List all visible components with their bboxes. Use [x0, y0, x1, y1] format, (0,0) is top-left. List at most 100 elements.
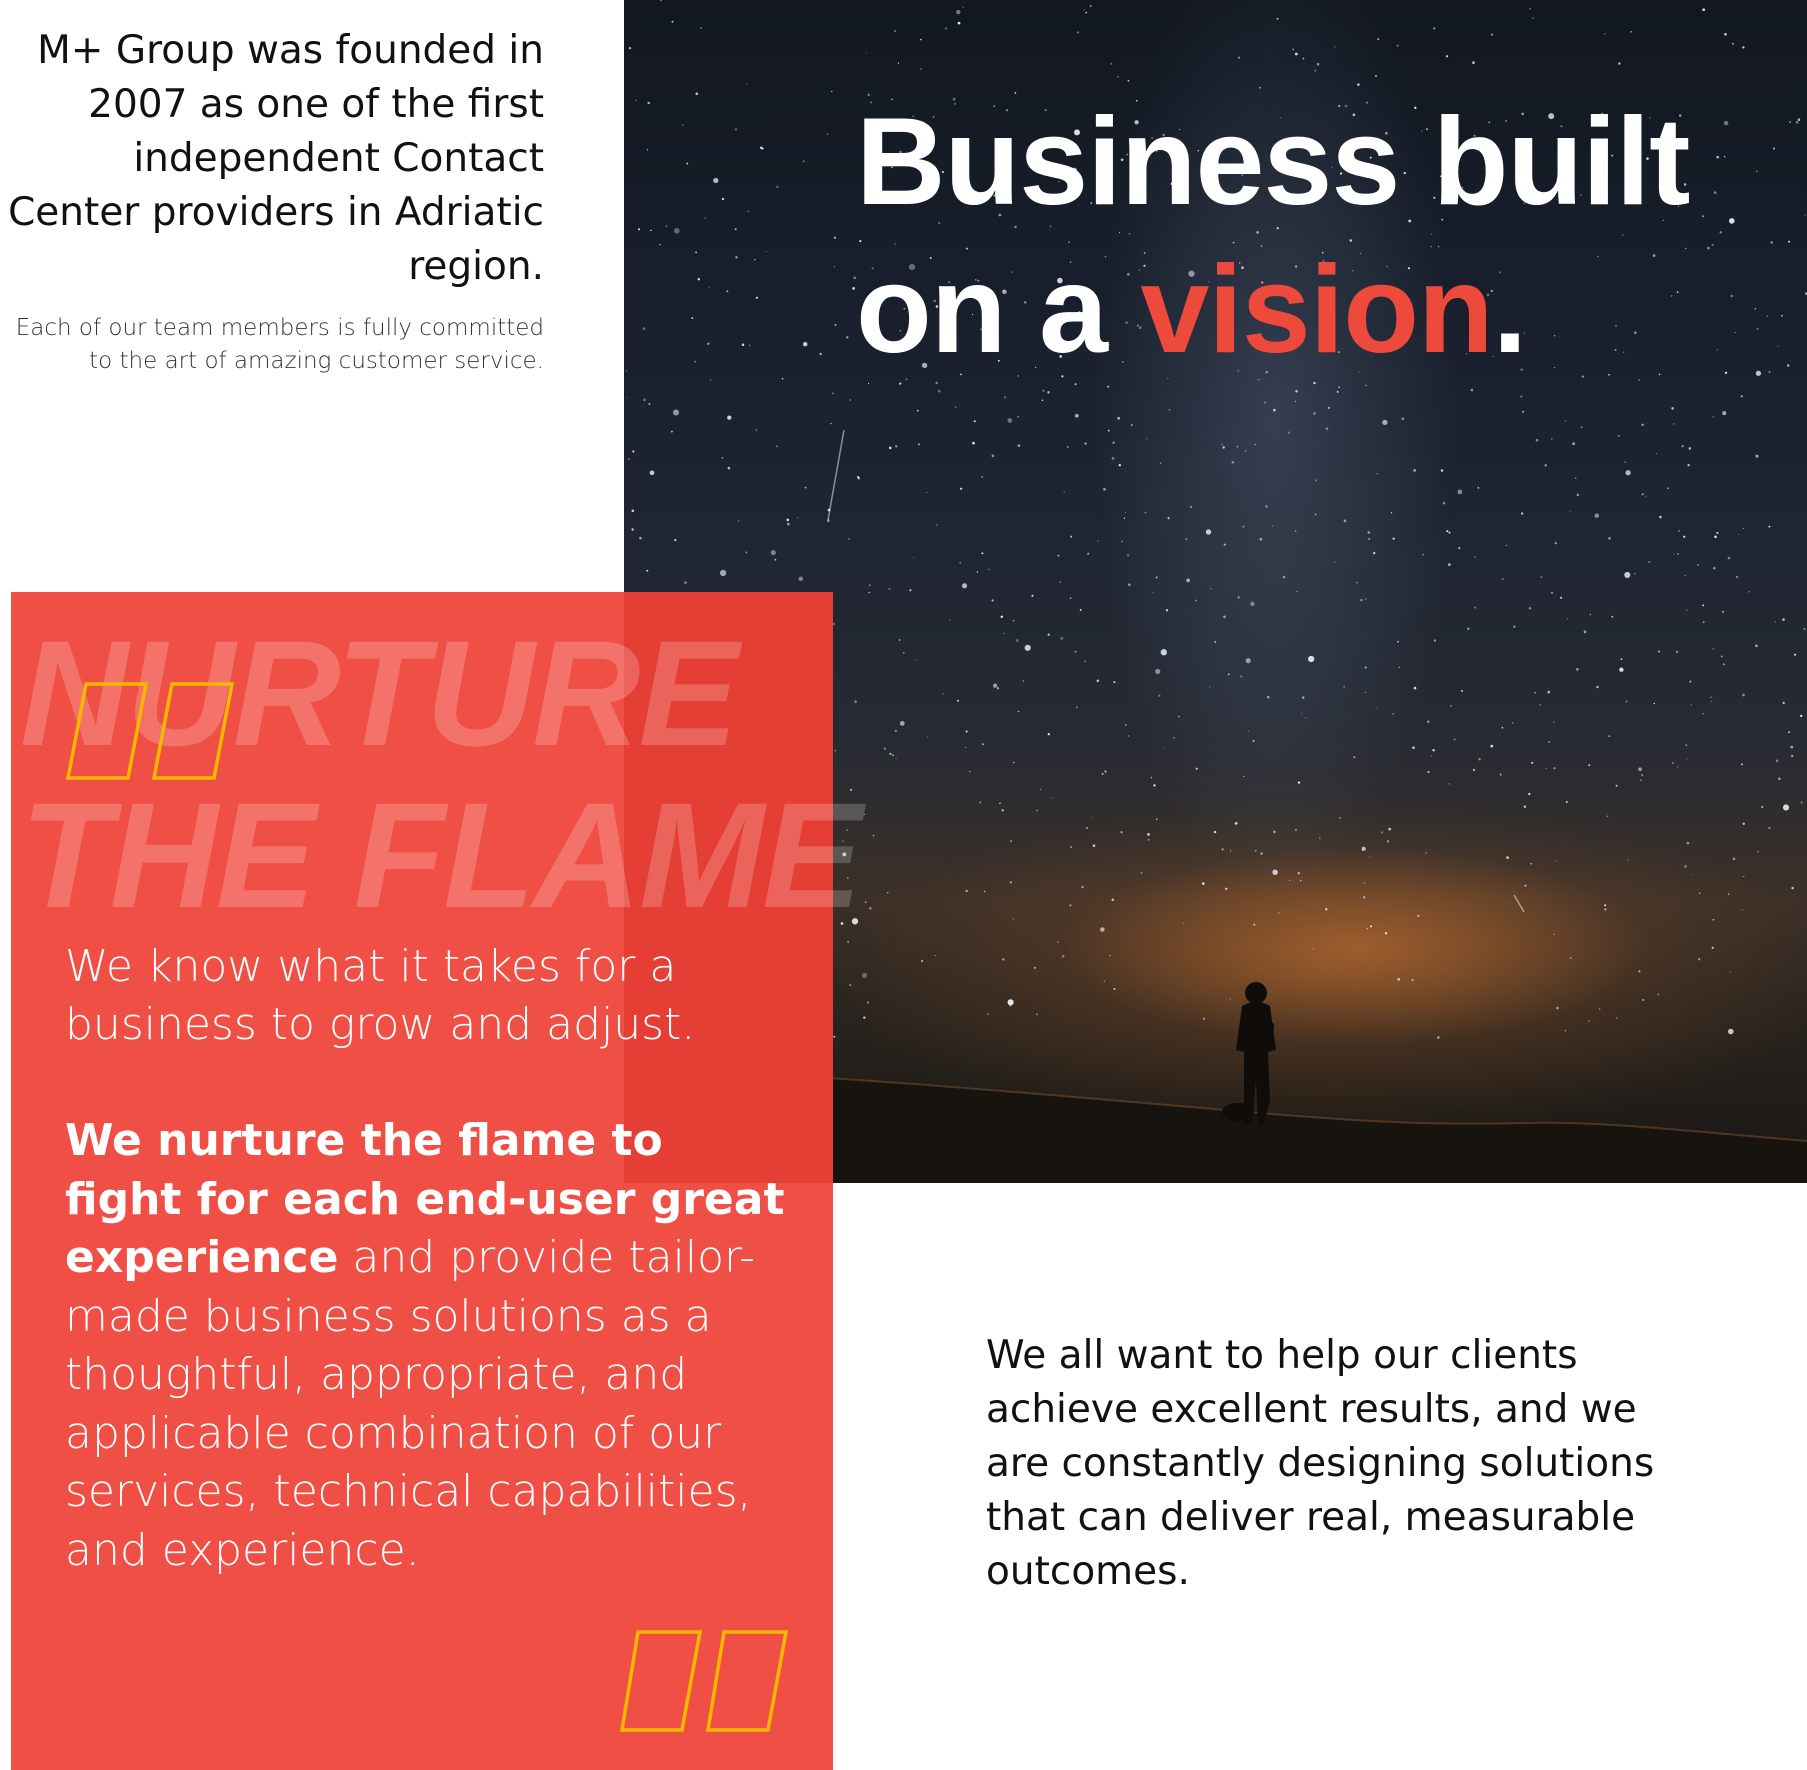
star [1265, 370, 1268, 374]
star [936, 524, 938, 526]
star [1240, 675, 1243, 678]
panel-text: We know what it takes for a business to … [65, 938, 785, 1580]
star [1058, 180, 1060, 183]
star [1501, 726, 1504, 729]
star [1386, 265, 1388, 268]
star [1150, 308, 1152, 310]
star [1392, 713, 1395, 715]
star [949, 619, 951, 621]
star [851, 918, 859, 925]
star [866, 1001, 870, 1004]
star [665, 225, 668, 227]
star [1167, 377, 1169, 379]
star [1009, 881, 1012, 884]
star [903, 652, 905, 654]
star [1662, 219, 1664, 221]
person-figure [827, 429, 1525, 1124]
star [1653, 702, 1655, 705]
star [1623, 351, 1625, 353]
star [1110, 62, 1113, 65]
star [1068, 241, 1070, 244]
star [996, 687, 1000, 690]
star [864, 332, 866, 334]
star [1572, 442, 1575, 446]
star [1047, 391, 1050, 394]
star [1295, 530, 1297, 532]
panel-watermark: NURTURE THE FLAME [20, 612, 862, 936]
star [864, 901, 867, 904]
star [1425, 852, 1427, 854]
star [776, 445, 778, 448]
panel-paragraph-1: We know what it takes for a business to … [65, 941, 696, 1050]
star [1352, 270, 1354, 272]
star [1552, 721, 1555, 723]
star [1221, 848, 1224, 851]
star [1338, 386, 1340, 389]
star [1432, 749, 1435, 752]
star [1059, 355, 1063, 358]
star [1655, 452, 1658, 455]
star [883, 747, 886, 750]
star [1710, 696, 1712, 698]
star [1287, 431, 1291, 434]
star [929, 256, 932, 260]
star [826, 133, 829, 136]
star [754, 258, 756, 261]
star [1113, 987, 1116, 990]
star [1352, 113, 1356, 117]
star [935, 381, 938, 385]
star [1334, 46, 1336, 48]
star [1702, 713, 1704, 715]
star [991, 454, 995, 458]
star [1512, 722, 1514, 724]
star [1143, 252, 1146, 254]
star [1195, 767, 1198, 770]
star [1150, 776, 1153, 779]
star [1698, 958, 1701, 961]
star [1113, 681, 1116, 684]
star [1611, 154, 1614, 157]
star [1017, 444, 1021, 447]
star [1252, 739, 1255, 743]
star [1159, 462, 1162, 465]
star [1261, 281, 1264, 284]
star [1422, 554, 1424, 556]
star [899, 382, 902, 385]
star [1686, 609, 1688, 611]
star [952, 97, 956, 101]
star [1221, 444, 1223, 446]
star [1047, 325, 1050, 328]
star [648, 402, 651, 406]
star [745, 551, 748, 554]
star [888, 587, 891, 590]
star [1761, 805, 1764, 809]
star [854, 700, 857, 704]
star [1440, 469, 1444, 472]
star [1522, 410, 1525, 413]
star [891, 98, 893, 101]
star [1375, 74, 1377, 77]
star [1641, 423, 1644, 426]
star [660, 0, 663, 2]
star [1294, 828, 1298, 831]
star [1087, 552, 1090, 555]
star [957, 699, 959, 702]
star [1092, 844, 1096, 847]
star [1716, 531, 1719, 534]
star [1070, 535, 1073, 538]
star [1340, 162, 1343, 165]
star [1641, 493, 1644, 496]
star [867, 93, 870, 97]
star [1127, 734, 1130, 737]
star [834, 750, 836, 752]
star [1143, 264, 1146, 267]
star [1649, 117, 1651, 119]
star [1565, 800, 1568, 804]
star [1101, 772, 1104, 775]
star [1438, 245, 1440, 248]
star [1373, 551, 1376, 555]
star [1712, 648, 1714, 650]
star [1667, 487, 1669, 489]
star [1683, 535, 1686, 538]
star [1671, 407, 1674, 410]
